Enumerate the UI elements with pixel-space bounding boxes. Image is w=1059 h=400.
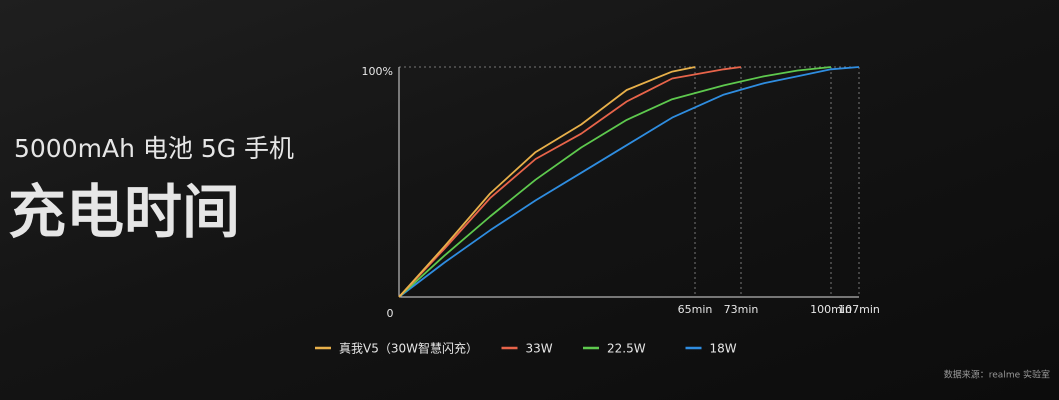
series-line bbox=[398, 66, 742, 298]
x-tick-label: 107min bbox=[838, 303, 880, 316]
legend-label: 18W bbox=[710, 342, 737, 356]
series-line bbox=[398, 66, 696, 298]
x-tick-label: 65min bbox=[678, 303, 713, 316]
series-line bbox=[398, 66, 832, 298]
legend-label: 22.5W bbox=[607, 342, 646, 356]
subtitle: 5000mAh 电池 5G 手机 bbox=[14, 134, 294, 163]
legend-label: 33W bbox=[526, 342, 553, 356]
y-tick-label: 100% bbox=[362, 65, 393, 78]
series-line bbox=[398, 66, 860, 298]
origin-label: 0 bbox=[387, 307, 394, 320]
x-tick-label: 73min bbox=[724, 303, 759, 316]
x-tick-label: 100min bbox=[810, 303, 852, 316]
legend-label: 真我V5（30W智慧闪充） bbox=[339, 341, 478, 356]
title: 充电时间 bbox=[8, 178, 240, 246]
source: 数据来源：realme 实验室 bbox=[944, 369, 1050, 381]
